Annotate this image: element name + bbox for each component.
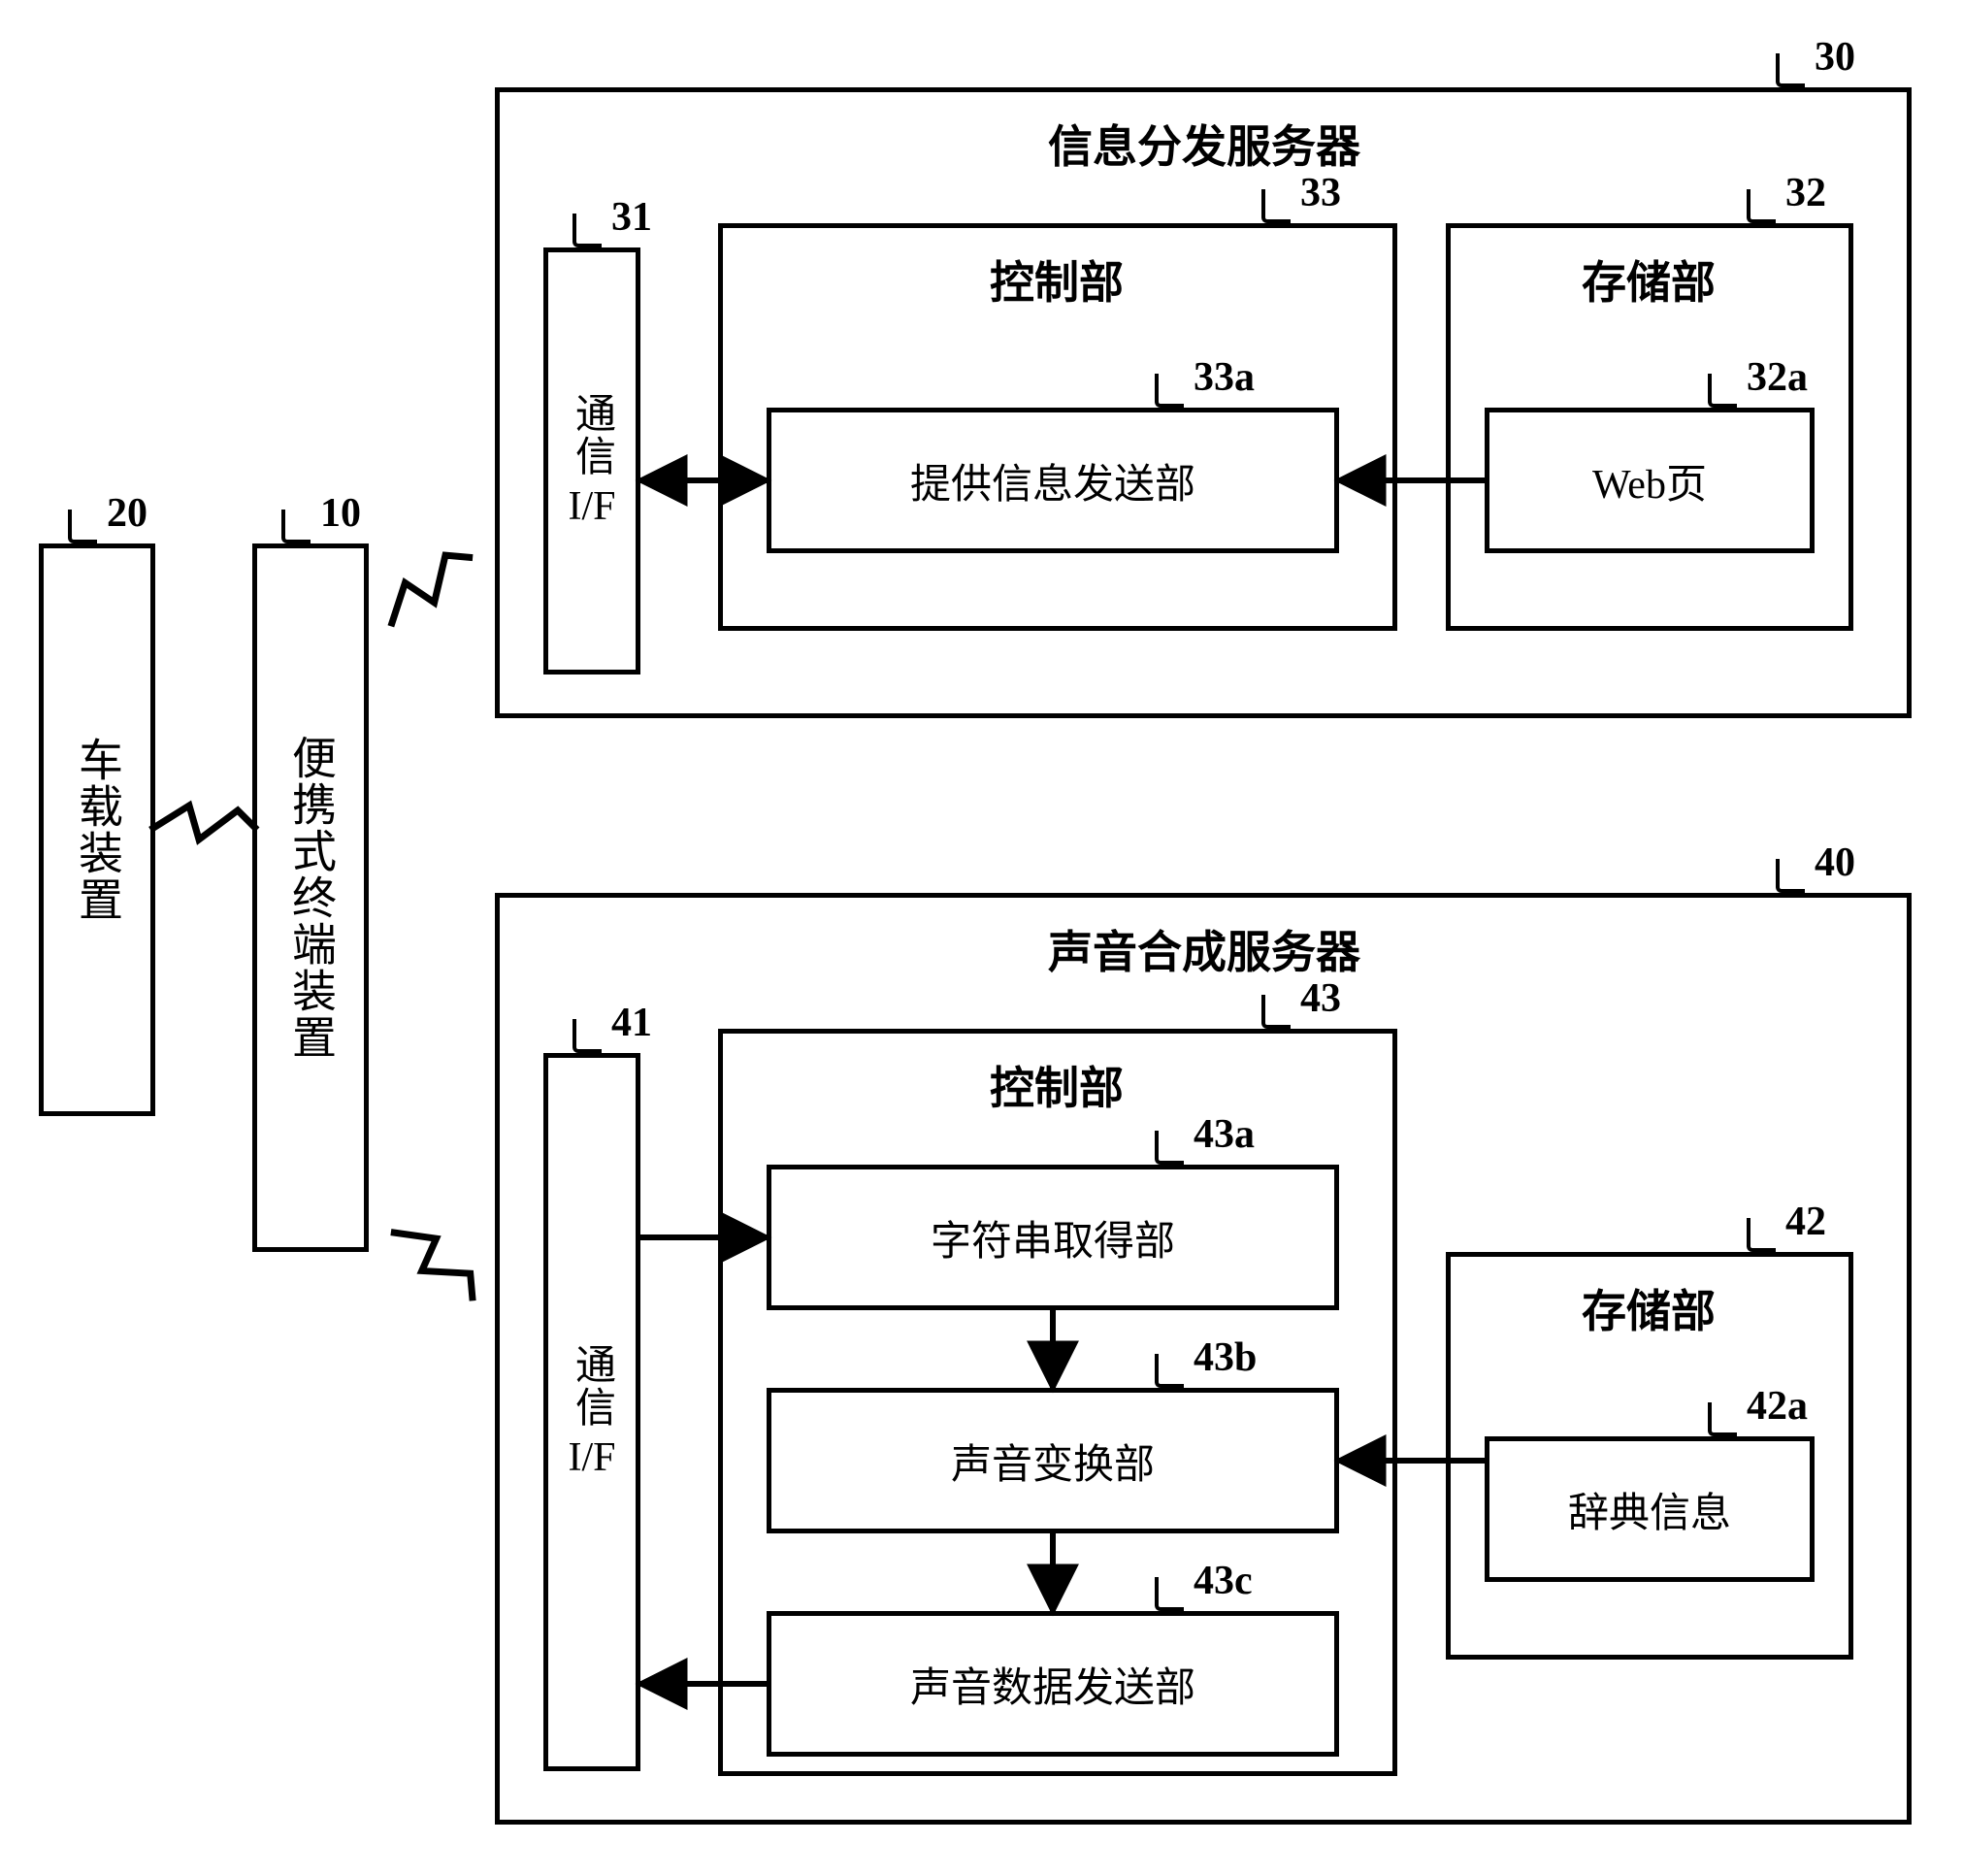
voice-server-str-label: 字符串取得部 [931, 1208, 1175, 1267]
voice-server-if: 通信I/F [543, 1053, 640, 1771]
info-server-if: 通信I/F [543, 247, 640, 675]
voice-server-storage-title: 存储部 [1582, 1276, 1716, 1340]
voice-server-conv: 声音变换部 [767, 1388, 1339, 1533]
portable-terminal: 便携式终端装置 [252, 543, 369, 1252]
info-server-control-title: 控制部 [990, 247, 1124, 312]
voice-server-dict-label: 辞典信息 [1568, 1480, 1731, 1539]
voice-server-control-title: 控制部 [990, 1053, 1124, 1117]
info-server-title: 信息分发服务器 [1048, 112, 1360, 176]
voice-server-conv-label: 声音变换部 [951, 1432, 1155, 1491]
voice-server-str: 字符串取得部 [767, 1165, 1339, 1310]
voice-server-send-label: 声音数据发送部 [910, 1655, 1195, 1714]
portable-terminal-label: 便携式终端装置 [278, 735, 343, 1061]
vehicle-device: 车载装置 [39, 543, 155, 1116]
info-server-send: 提供信息发送部 [767, 408, 1339, 553]
voice-server-dict: 辞典信息 [1485, 1436, 1815, 1582]
info-server-send-label: 提供信息发送部 [910, 451, 1195, 510]
info-server-storage-title: 存储部 [1582, 247, 1716, 312]
voice-server-send: 声音数据发送部 [767, 1611, 1339, 1757]
vehicle-device-label: 车载装置 [65, 737, 129, 923]
voice-server-title: 声音合成服务器 [1048, 917, 1360, 981]
info-server-web: Web页 [1485, 408, 1815, 553]
info-server-web-label: Web页 [1592, 451, 1707, 510]
